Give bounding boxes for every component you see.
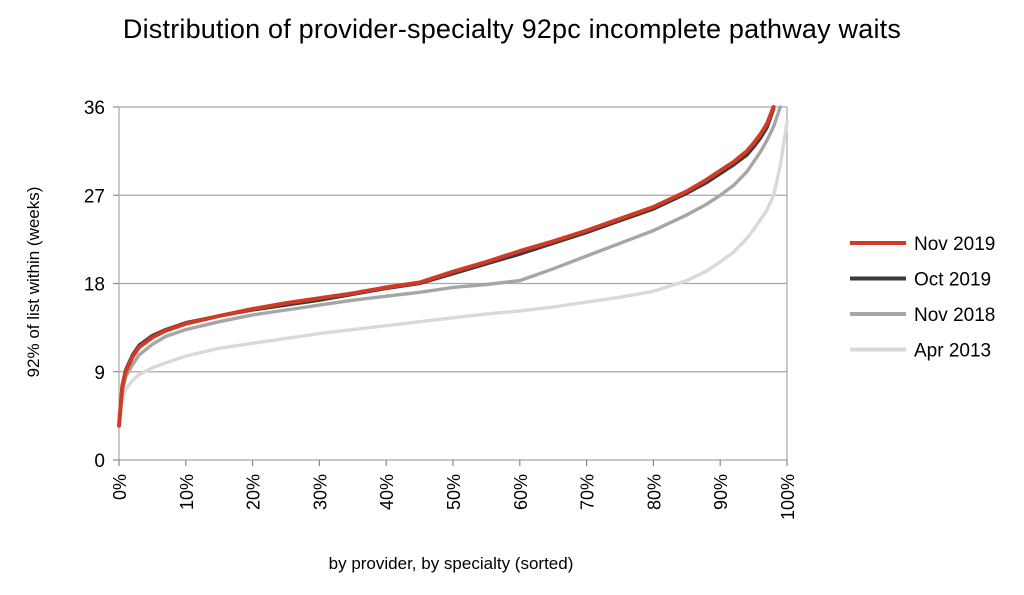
y-tick-label: 36 — [84, 98, 105, 119]
legend-label: Apr 2013 — [914, 341, 991, 362]
x-tick-label: 100% — [778, 474, 798, 520]
x-tick-label: 50% — [444, 474, 464, 510]
x-tick-label: 90% — [711, 474, 731, 510]
x-axis-label: by provider, by specialty (sorted) — [329, 554, 574, 573]
y-axis-label: 92% of list within (weeks) — [24, 187, 43, 378]
gridlines — [119, 106, 787, 461]
x-tick-labels: 0% 10% 20% 30% 40% 50% 60% 70% 80% 90% 100% — [110, 474, 798, 520]
series-line-apr-2013 — [117, 120, 789, 418]
x-tick-label: 60% — [511, 474, 531, 510]
series-line-nov-2019 — [117, 105, 776, 428]
axes — [113, 106, 788, 466]
y-tick-label: 27 — [84, 186, 105, 207]
y-tick-label: 9 — [94, 363, 105, 384]
x-tick-label: 40% — [377, 474, 397, 510]
x-tick-label: 10% — [177, 474, 197, 510]
legend: Nov 2019 Oct 2019 Nov 2018 Apr 2013 — [850, 234, 995, 362]
legend-label: Nov 2018 — [914, 305, 995, 326]
y-tick-label: 18 — [84, 275, 105, 296]
legend-label: Nov 2019 — [914, 234, 995, 255]
y-tick-label: 0 — [94, 451, 105, 472]
x-tick-label: 0% — [110, 474, 130, 500]
series-lines — [117, 105, 789, 428]
series-line-oct-2019 — [117, 107, 776, 428]
series-line-nov-2018 — [117, 105, 782, 428]
chart-title: Distribution of provider-specialty 92pc … — [122, 14, 902, 44]
x-tick-label: 30% — [310, 474, 330, 510]
x-tick-label: 20% — [244, 474, 264, 510]
x-tick-label: 80% — [644, 474, 664, 510]
x-tick-label: 70% — [578, 474, 598, 510]
legend-label: Oct 2019 — [914, 270, 991, 291]
y-tick-labels: 0 9 18 27 36 — [84, 98, 105, 472]
